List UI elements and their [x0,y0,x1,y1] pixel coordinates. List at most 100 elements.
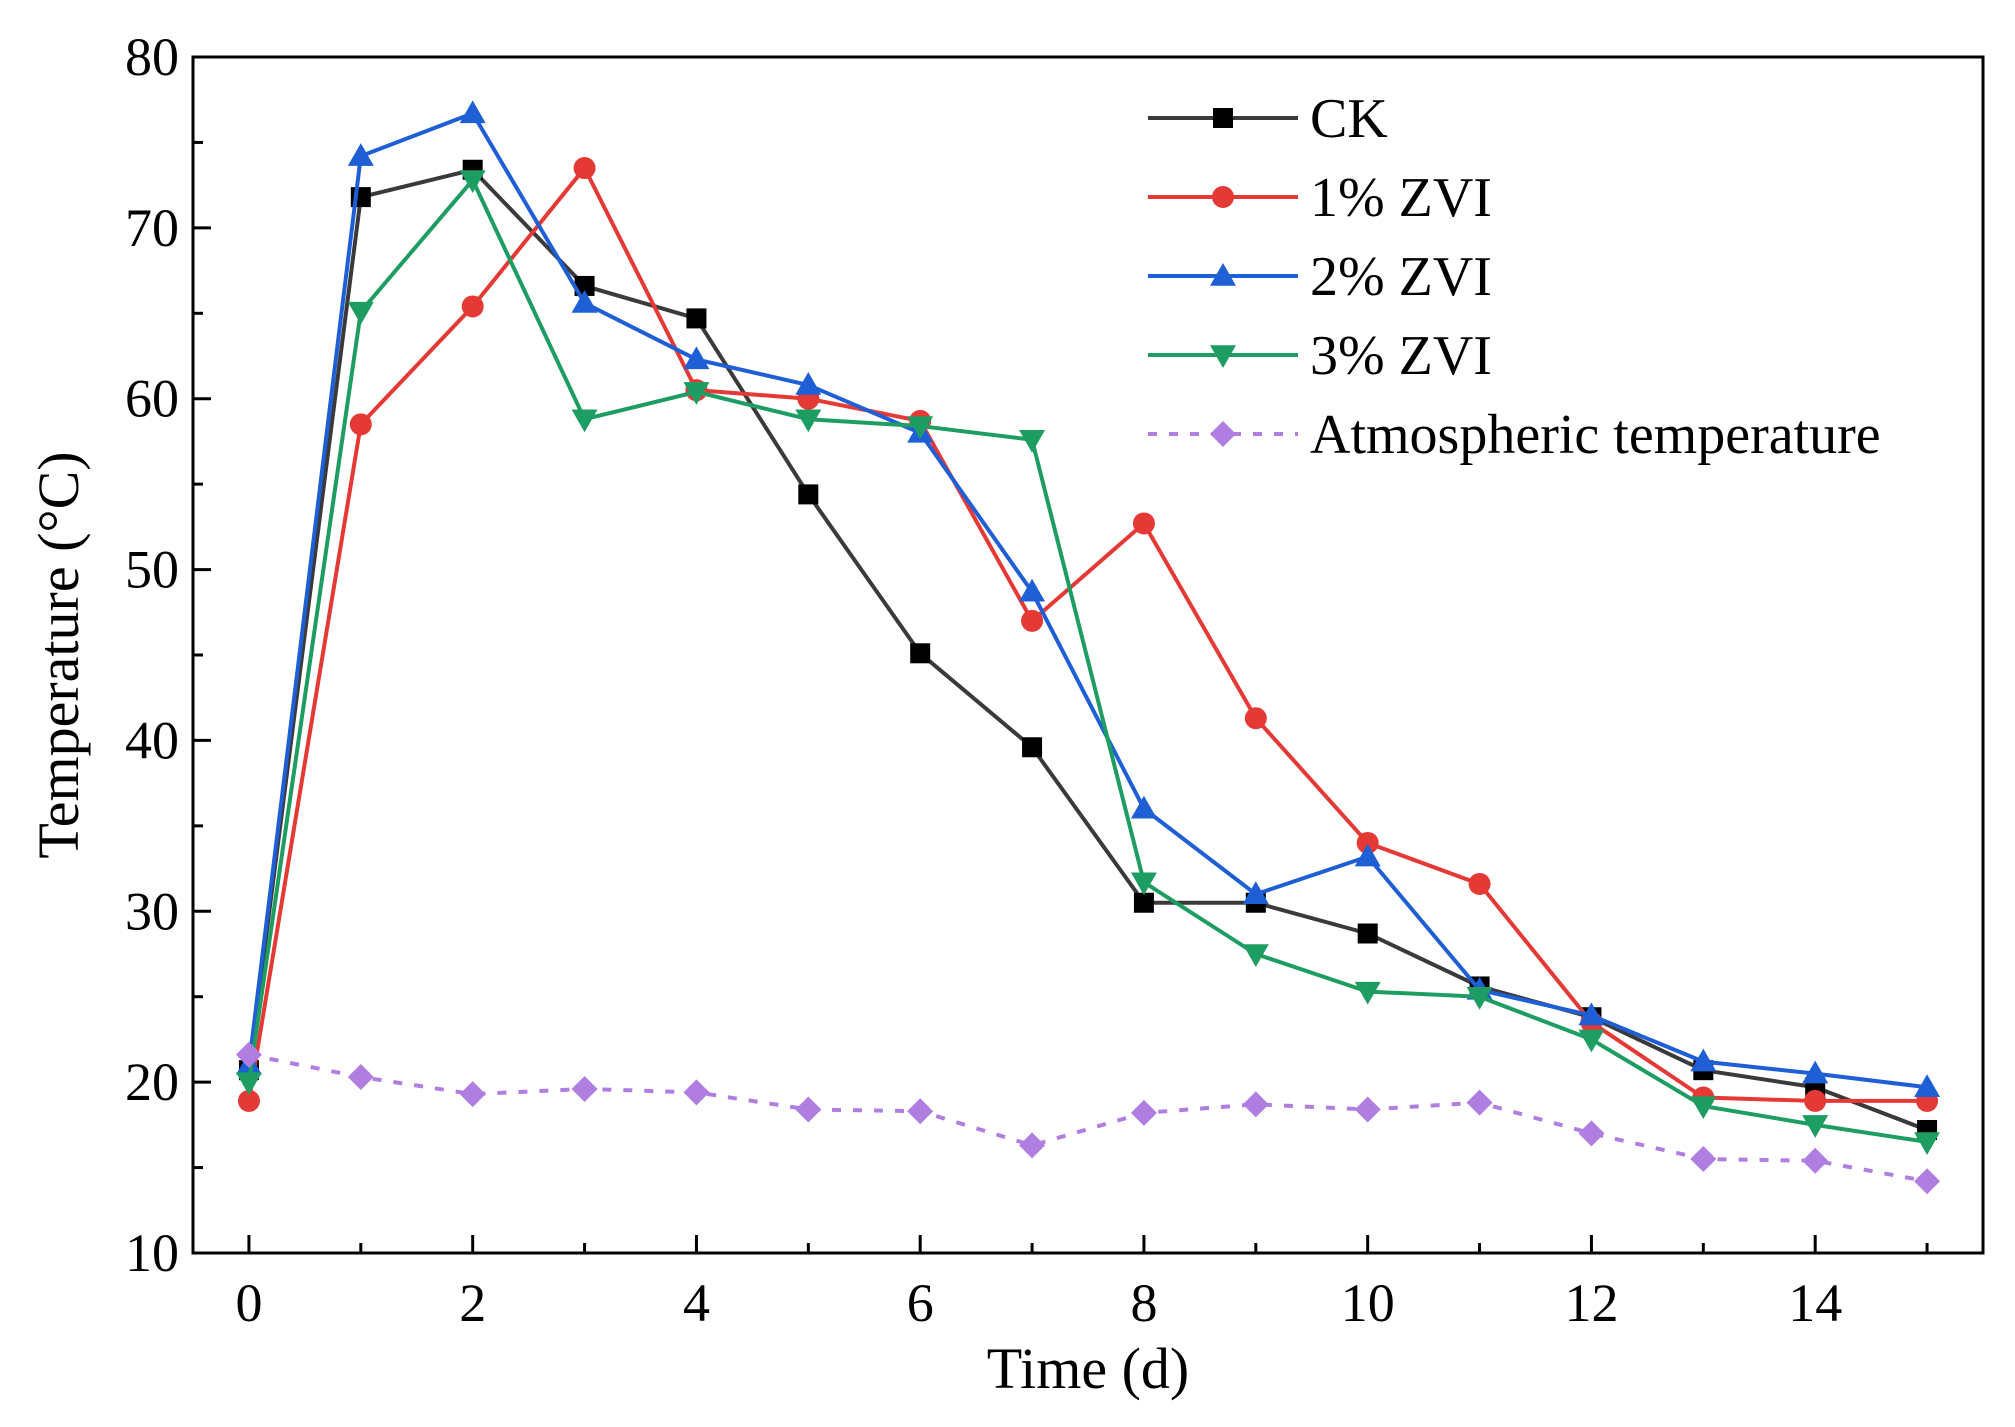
data-point-2-zvi [571,290,598,313]
y-tick-label: 30 [125,881,179,941]
data-point-1-zvi [1356,831,1379,854]
series-ck [238,159,1938,1140]
data-point-atmospheric-temperature [1802,1147,1829,1174]
data-point-atmospheric-temperature [1130,1099,1157,1126]
data-point-2-zvi [1802,1060,1829,1084]
data-point-2-zvi [1242,881,1269,904]
data-point-3-zvi [459,170,486,194]
data-point-2-zvi [459,100,486,124]
data-point-2-zvi [795,372,822,395]
y-tick-label: 20 [125,1052,179,1112]
legend: CK 1% ZVI 2% ZVI 3% ZVI Atmospheric temperat… [1148,88,1881,466]
data-point-1-zvi [1244,707,1267,730]
series-1-zvi [237,157,1939,1112]
y-tick-label: 80 [125,27,179,87]
y-tick-label: 40 [125,710,179,770]
data-point-atmospheric-temperature [795,1096,822,1123]
legend-item-2-zvi: 2% ZVI [1148,246,1492,308]
series-line-3-zvi [246,178,1928,1144]
data-point-2-zvi [1019,578,1046,602]
data-point-1-zvi [461,295,484,318]
data-point-2-zvi [683,346,710,370]
data-point-atmospheric-temperature [459,1081,486,1108]
y-axis-title: Temperature (°C) [26,451,91,858]
data-point-3-zvi [235,1072,262,1096]
series-line-1-zvi [246,166,1928,1103]
data-point-ck [686,308,707,329]
series-line-atmospheric-temperature [248,1052,1928,1184]
x-tick-label: 10 [1341,1273,1395,1333]
data-point-atmospheric-temperature [683,1079,710,1106]
legend-item-atmospheric-temperature: Atmospheric temperature [1148,404,1881,466]
data-point-3-zvi [1914,1132,1941,1155]
data-point-2-zvi [1690,1048,1717,1072]
x-tick-label: 0 [235,1273,262,1333]
data-point-3-zvi [571,409,598,433]
legend-marker-2-zvi [1210,263,1236,286]
x-axis-title: Time (d) [987,1336,1190,1401]
data-point-atmospheric-temperature [907,1098,934,1125]
x-tick-label: 14 [1788,1273,1842,1333]
data-point-2-zvi [347,143,374,166]
data-point-ck [1022,737,1043,758]
legend-marker-1-zvi [1212,186,1234,208]
y-tick-label: 10 [125,1223,179,1283]
legend-marker-atmospheric-temperature [1210,421,1236,447]
legend-marker-ck [1213,108,1233,128]
series-2-zvi [235,100,1941,1098]
series-layer [235,100,1941,1195]
x-axis-ticks: 0 2 4 6 8 10 12 14 [235,1235,1929,1333]
data-point-ck [1133,892,1154,913]
legend-label-2-zvi: 2% ZVI [1310,246,1492,308]
data-point-1-zvi [349,413,372,436]
legend-item-1-zvi: 1% ZVI [1148,167,1492,229]
data-point-3-zvi [1130,872,1157,896]
data-point-2-zvi [1914,1074,1941,1098]
data-point-atmospheric-temperature [571,1075,598,1102]
x-tick-label: 8 [1130,1273,1157,1333]
data-point-3-zvi [1354,981,1381,1005]
series-line-2-zvi [246,111,1928,1090]
data-point-2-zvi [1354,843,1381,867]
data-point-3-zvi [1802,1115,1829,1138]
data-point-3-zvi [795,409,822,433]
data-point-3-zvi [683,382,710,405]
data-point-2-zvi [1130,795,1157,819]
data-point-ck [798,484,819,505]
data-point-1-zvi [237,1089,260,1112]
data-point-atmospheric-temperature [1466,1089,1493,1116]
x-tick-label: 6 [907,1273,934,1333]
data-point-atmospheric-temperature [1242,1091,1269,1118]
legend-item-ck: CK [1148,88,1388,150]
data-point-atmospheric-temperature [235,1041,262,1068]
y-axis-ticks: 10 20 30 40 50 60 70 80 [125,27,211,1283]
data-point-1-zvi [1021,609,1044,632]
y-tick-label: 60 [125,369,179,429]
x-tick-label: 4 [683,1273,710,1333]
data-point-3-zvi [1690,1096,1717,1120]
data-point-atmospheric-temperature [1914,1168,1941,1195]
data-point-1-zvi [573,157,596,180]
data-point-3-zvi [347,301,374,325]
legend-marker-3-zvi [1210,345,1236,368]
data-point-1-zvi [1804,1089,1827,1112]
data-point-3-zvi [907,416,934,440]
data-point-3-zvi [1578,1029,1605,1053]
x-tick-label: 12 [1564,1273,1618,1333]
data-point-2-zvi [1578,1002,1605,1026]
data-point-ck [910,643,931,664]
data-point-atmospheric-temperature [1354,1096,1381,1123]
series-3-zvi [235,170,1941,1155]
data-point-ck [1357,923,1378,944]
legend-label-1-zvi: 1% ZVI [1310,167,1492,229]
data-point-3-zvi [1242,944,1269,967]
legend-item-3-zvi: 3% ZVI [1148,325,1492,387]
series-atmospheric-temperature [235,1041,1941,1195]
data-point-atmospheric-temperature [347,1064,374,1091]
y-tick-label: 70 [125,198,179,258]
data-point-atmospheric-temperature [1019,1132,1046,1159]
series-line-ck [246,167,1928,1132]
legend-label-3-zvi: 3% ZVI [1310,325,1492,387]
